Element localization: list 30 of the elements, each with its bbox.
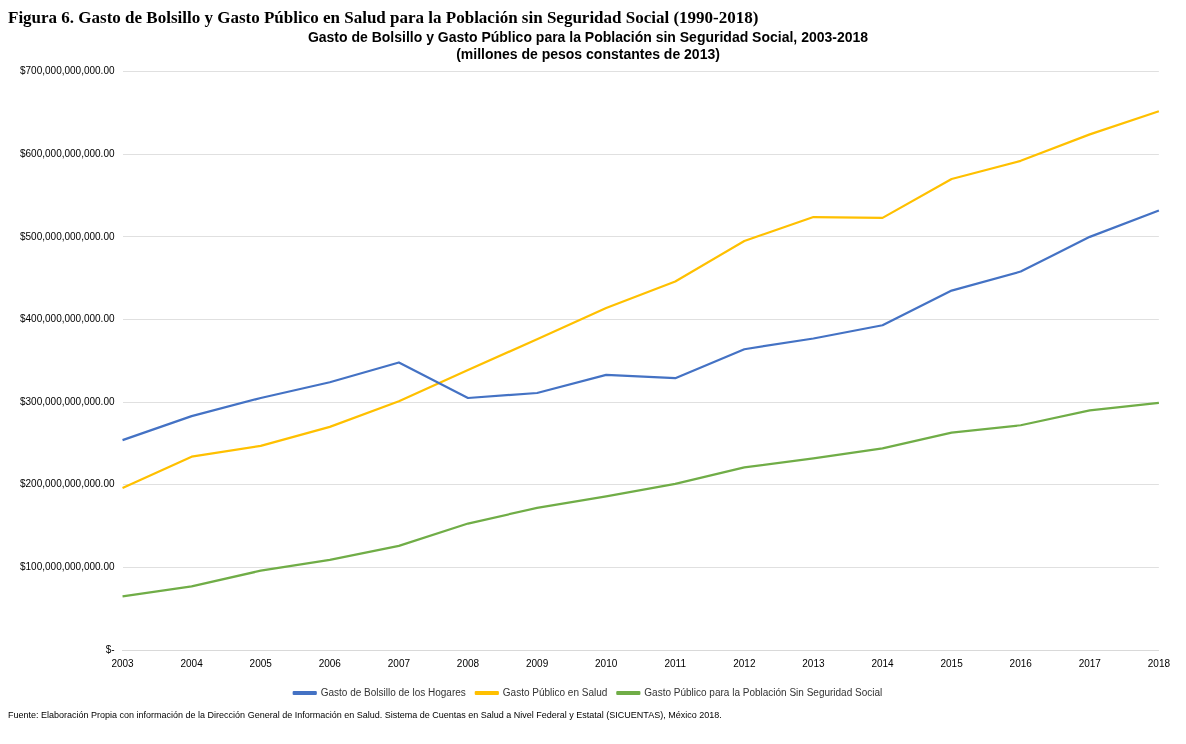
- x-tick-label: 2016: [1009, 657, 1033, 669]
- x-tick-label: 2015: [940, 657, 964, 669]
- chart-title: Figura 6. Gasto de Bolsillo y Gasto Público en Salud para la Población sin Seguridad Social (1990-2018): [8, 8, 760, 28]
- x-tick-label: 2014: [871, 657, 895, 669]
- legend-label: Gasto Público para la Población Sin Seguridad Social: [644, 686, 883, 698]
- x-tick-label: 2012: [733, 657, 756, 669]
- y-tick-label: $300,000,000,000.00: [19, 395, 115, 407]
- y-tick-label: $-: [105, 643, 115, 655]
- x-tick-label: 2005: [249, 657, 273, 669]
- y-tick-label: $100,000,000,000.00: [19, 561, 115, 573]
- y-tick-label: $600,000,000,000.00: [19, 147, 115, 159]
- x-tick-label: 2017: [1078, 657, 1102, 669]
- y-tick-label: $400,000,000,000.00: [19, 313, 115, 325]
- x-tick-label: 2003: [111, 657, 135, 669]
- x-tick-label: 2006: [318, 657, 342, 669]
- legend-label: Gasto de Bolsillo de los Hogares: [320, 686, 466, 698]
- x-tick-label: 2018: [1147, 657, 1171, 669]
- x-tick-label: 2011: [664, 657, 687, 669]
- chart-subtitle: Gasto de Bolsillo y Gasto Público para la Población sin Seguridad Social, 2003-2018 (millones de pesos constantes de 2013): [307, 29, 869, 63]
- y-tick-label: $700,000,000,000.00: [19, 65, 115, 77]
- x-tick-label: 2004: [180, 657, 204, 669]
- x-tick-label: 2007: [387, 657, 411, 669]
- y-tick-label: $200,000,000,000.00: [19, 478, 115, 490]
- x-tick-label: 2009: [525, 657, 549, 669]
- y-tick-label: $500,000,000,000.00: [19, 230, 115, 242]
- x-tick-label: 2008: [456, 657, 480, 669]
- x-tick-label: 2010: [595, 657, 618, 669]
- x-tick-label: 2013: [802, 657, 825, 669]
- source-note: Fuente: Elaboración Propia con información de la Dirección General de Información en Salud. Sistema de Cuentas en Salud a Nivel Federal y Estatal (SICUENTAS), México 2018.: [8, 710, 723, 720]
- legend-label: Gasto Público en Salud: [502, 686, 608, 698]
